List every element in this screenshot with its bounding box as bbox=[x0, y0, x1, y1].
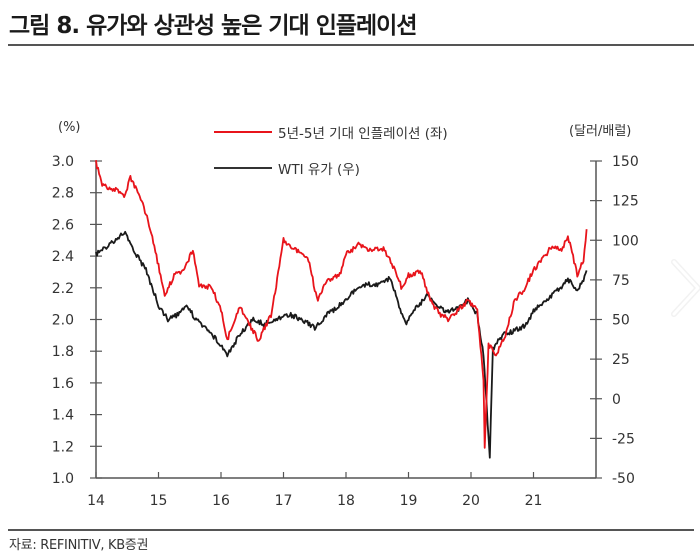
legend-item-wti: WTI 유가 (우) bbox=[214, 158, 360, 178]
left-y-tick-label: 3.0 bbox=[52, 154, 74, 170]
chevron-right-icon[interactable] bbox=[668, 258, 700, 318]
left-y-tick-label: 2.0 bbox=[52, 313, 74, 329]
legend-swatch-red bbox=[214, 131, 272, 133]
wti-oil-price-line bbox=[95, 230, 588, 459]
x-tick-label: 18 bbox=[337, 493, 355, 509]
left-y-tick-label: 1.2 bbox=[52, 439, 74, 455]
right-y-tick-label: 150 bbox=[612, 154, 639, 170]
legend-label-wti: WTI 유가 (우) bbox=[278, 162, 360, 178]
x-tick-label: 16 bbox=[212, 493, 230, 509]
x-tick-label: 19 bbox=[400, 493, 418, 509]
right-y-tick-label: 50 bbox=[612, 313, 630, 329]
x-tick-label: 17 bbox=[275, 493, 293, 509]
left-axis-unit: (%) bbox=[58, 120, 81, 135]
footer-divider bbox=[8, 529, 694, 531]
legend-item-inflation: 5년-5년 기대 인플레이션 (좌) bbox=[214, 122, 448, 142]
chart-series bbox=[95, 159, 588, 459]
legend-label-inflation: 5년-5년 기대 인플레이션 (좌) bbox=[278, 126, 448, 142]
right-y-tick-label: 75 bbox=[612, 273, 630, 289]
title-divider bbox=[8, 44, 694, 46]
x-tick-label: 21 bbox=[525, 493, 543, 509]
source-note: 자료: REFINITIV, KB증권 bbox=[9, 538, 149, 553]
left-y-tick-label: 2.8 bbox=[52, 186, 74, 202]
figure-title: 그림 8. 유가와 상관성 높은 기대 인플레이션 bbox=[9, 13, 418, 39]
chart-axes: 3.02.82.62.42.22.01.81.61.41.21.01501251… bbox=[52, 154, 639, 509]
x-tick-label: 20 bbox=[462, 493, 480, 509]
right-y-tick-label: -50 bbox=[612, 471, 635, 487]
right-y-tick-label: 125 bbox=[612, 194, 639, 210]
left-y-tick-label: 1.8 bbox=[52, 344, 74, 360]
legend-swatch-black bbox=[214, 167, 272, 169]
left-y-tick-label: 1.4 bbox=[52, 408, 74, 424]
right-y-tick-label: 100 bbox=[612, 233, 639, 249]
x-tick-label: 15 bbox=[150, 493, 168, 509]
inflation-expectation-line bbox=[95, 159, 588, 449]
right-y-tick-label: 25 bbox=[612, 352, 630, 368]
x-tick-label: 14 bbox=[87, 493, 105, 509]
left-y-tick-label: 2.2 bbox=[52, 281, 74, 297]
left-y-tick-label: 1.6 bbox=[52, 376, 74, 392]
right-y-tick-label: -25 bbox=[612, 431, 635, 447]
right-axis-unit: (달러/배럴) bbox=[569, 124, 632, 139]
left-y-tick-label: 1.0 bbox=[52, 471, 74, 487]
left-y-tick-label: 2.4 bbox=[52, 249, 74, 265]
right-y-tick-label: 0 bbox=[612, 392, 621, 408]
left-y-tick-label: 2.6 bbox=[52, 217, 74, 233]
